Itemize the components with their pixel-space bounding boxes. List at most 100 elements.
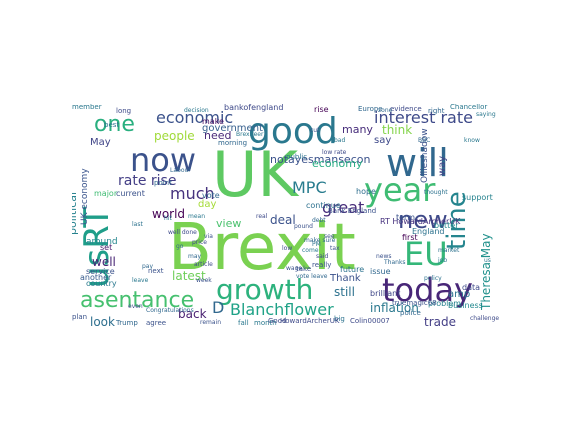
word: May [90,137,111,148]
word: service [86,267,115,276]
word: job [438,257,448,264]
word: view [216,217,242,230]
word: Brexit [168,211,356,285]
word: trade [424,315,456,328]
word: pound [294,223,313,230]
word-cloud: Brexit UK good will now year EU today gr… [72,104,504,328]
word: know [464,137,480,144]
word: day [198,199,217,210]
word: public [286,153,308,161]
word: data [462,283,481,292]
word: business [448,301,483,310]
word: Europe [358,105,383,113]
word: D [212,298,225,317]
word: Brexiteer [236,131,264,138]
word: economy [312,157,363,170]
word: say [374,135,392,146]
word: vote [202,191,220,200]
word: still [334,285,355,299]
word: government [202,123,263,134]
word: truemagic68 [392,299,437,307]
word: saying [476,111,496,118]
word: evidence [390,105,422,113]
word: people [154,129,195,143]
word: great [322,198,365,217]
word: many [342,123,373,136]
word: even [128,303,143,310]
word: see [324,233,335,240]
word: month [254,319,277,327]
word: week [196,277,212,284]
word: brilliant [370,289,401,298]
word: UK economy [80,168,90,225]
word: wage [286,265,303,272]
word: member [72,104,102,111]
word: world [152,207,186,221]
word: fall [238,319,249,327]
word: around [86,237,118,247]
word: think [382,123,413,137]
word: article [194,261,213,268]
word: low [282,245,293,252]
word: asentance [80,288,195,313]
word: agree [146,319,167,327]
word: thought [424,189,448,196]
word: may [188,253,202,260]
word: RT HowardArcherUK [380,217,461,226]
word: good [248,111,338,152]
word: Bank England [328,207,377,215]
word: EU [404,235,448,273]
word: rise [314,105,329,114]
word: challenge [470,315,500,322]
word: last [132,221,143,228]
word: leave [132,277,149,284]
word: one [94,112,135,137]
word: news [376,253,392,260]
word: today [382,271,473,309]
word: take [296,265,312,273]
word: next [148,267,164,275]
word: way [437,155,448,176]
word: debt [312,217,326,224]
word: via [204,233,213,240]
word: well done [168,229,197,236]
word: us [484,257,491,264]
word: Blanchflower [230,300,334,319]
word: deal [270,213,296,227]
word: go [176,243,184,250]
word: come [302,247,319,254]
word: back [178,307,207,321]
word: hope [356,187,376,196]
word: much [170,184,215,203]
word: well [92,255,116,269]
word: rate rise [118,173,177,189]
word: mean [188,213,206,220]
word: right [428,107,445,115]
word: Labour [170,167,191,174]
word: amp [448,289,471,300]
word: price [192,239,207,246]
word: market [438,247,460,254]
word: issue [370,267,391,276]
word: Thank [330,273,361,284]
word: decision [184,107,209,114]
word: real [256,213,268,220]
word: HowardArcherUK [280,317,340,325]
word: remain [200,319,222,326]
word: now [130,141,197,179]
word: Trump [116,319,138,327]
word: pay [142,263,154,270]
word: zone [378,107,393,114]
word: another [80,273,112,282]
word: make sure [304,237,336,244]
word: England [412,227,445,236]
word: Colin00007 [350,317,390,325]
word: best [104,121,120,129]
word: vote leave [296,273,328,280]
word: low rate [322,149,347,156]
word: continue [306,201,341,210]
word: inflation [370,301,419,315]
word: long [116,107,132,115]
word: term [396,213,415,222]
word: current [116,189,145,198]
